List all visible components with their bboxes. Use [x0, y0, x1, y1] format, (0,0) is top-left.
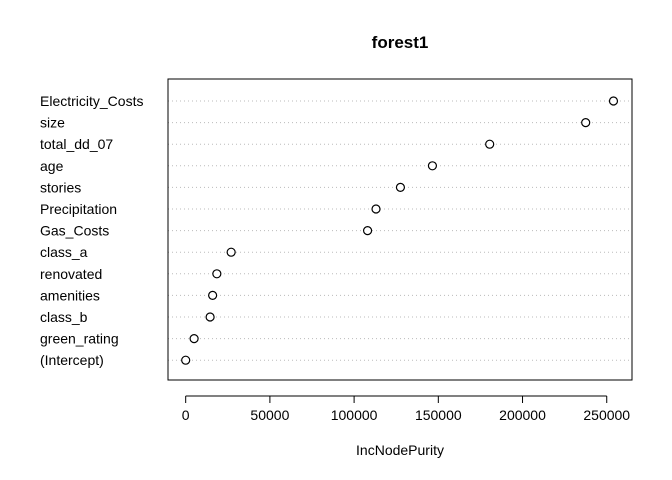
x-tick-label: 100000	[331, 407, 378, 423]
data-point	[608, 96, 619, 106]
x-axis-label: IncNodePurity	[356, 442, 444, 458]
category-label: age	[40, 158, 64, 174]
category-label: size	[40, 115, 65, 131]
x-tick-label: 0	[182, 407, 190, 423]
data-point	[395, 182, 406, 192]
category-label: class_a	[40, 244, 88, 260]
x-axis: 0 50000 100000 150000 200000 250000	[182, 395, 630, 423]
category-label: amenities	[40, 287, 100, 303]
category-label: (Intercept)	[40, 352, 104, 368]
data-point	[362, 226, 373, 236]
category-label: Electricity_Costs	[40, 93, 143, 109]
category-label: Gas_Costs	[40, 223, 109, 239]
data-point	[371, 204, 381, 214]
plot-frame	[167, 78, 633, 381]
x-tick-label: 150000	[415, 407, 462, 423]
category-label: stories	[40, 179, 81, 195]
data-point	[226, 247, 236, 257]
category-label: total_dd_07	[40, 136, 113, 152]
category-label: class_b	[40, 309, 88, 325]
x-tick-label: 250000	[583, 407, 630, 423]
data-point	[181, 355, 191, 365]
data-point	[212, 269, 222, 279]
data-points	[181, 96, 619, 365]
data-point	[189, 334, 199, 344]
data-point	[485, 139, 495, 149]
grid-lines	[168, 100, 632, 361]
data-point	[208, 290, 218, 300]
category-label: Precipitation	[40, 201, 117, 217]
data-point	[581, 117, 591, 128]
category-label: renovated	[40, 266, 102, 282]
data-point	[205, 312, 215, 322]
chart-title: forest1	[372, 33, 429, 52]
data-point	[427, 161, 438, 171]
x-tick-label: 200000	[499, 407, 546, 423]
category-label: green_rating	[40, 331, 119, 347]
x-tick-label: 50000	[250, 407, 289, 423]
